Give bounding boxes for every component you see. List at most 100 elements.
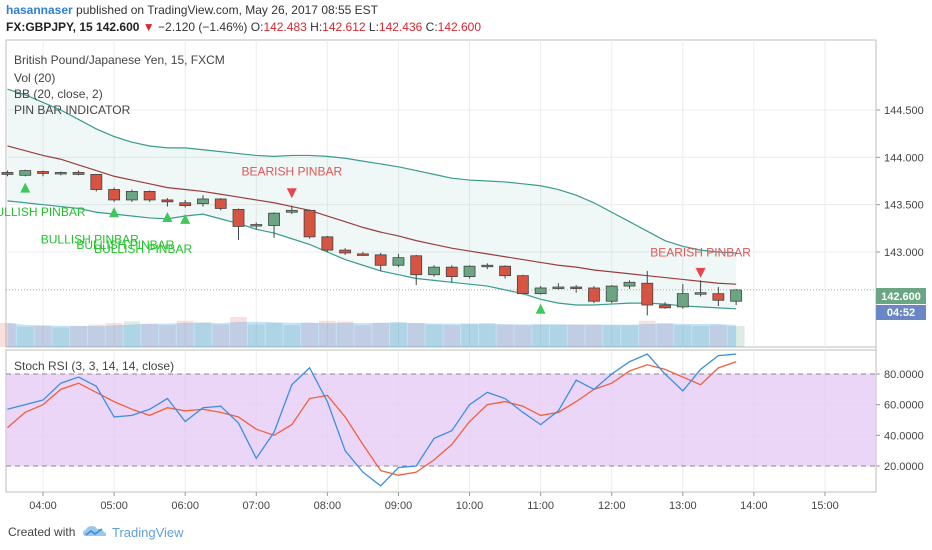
candle-body (125, 191, 138, 201)
price-tick-label: 143.000 (884, 247, 924, 259)
candle (197, 195, 209, 207)
volume-bar (727, 326, 745, 347)
tradingview-cloud-icon[interactable] (82, 523, 108, 541)
candle-body (516, 275, 529, 295)
candle (268, 212, 280, 238)
low-label: L: (368, 20, 379, 34)
legend-title[interactable]: British Pound/Japanese Yen, 15, FXCM (14, 53, 225, 67)
candle-body (712, 293, 725, 301)
volume-bar (301, 323, 318, 347)
stoch-tick-label: 80.0000 (884, 369, 924, 381)
volume-bar (532, 324, 550, 347)
candle (339, 248, 352, 255)
candle (463, 265, 476, 279)
candle-body (232, 208, 245, 227)
legend-pinbar[interactable]: PIN BAR INDICATOR (14, 103, 131, 117)
volume-bar (212, 324, 230, 347)
candle (356, 252, 369, 256)
symbol-info: FX:GBPJPY, 15 142.600 ▼ −2.120 (−1.46%) … (6, 20, 481, 34)
tradingview-brand[interactable]: TradingView (112, 525, 184, 540)
time-tick-label: 09:00 (385, 500, 413, 512)
time-tick-label: 11:00 (527, 500, 554, 512)
volume-bar (692, 326, 709, 347)
stoch-tick-label: 40.0000 (884, 430, 924, 442)
candle (730, 288, 743, 306)
volume-bar (354, 325, 372, 347)
bb-fill (7, 89, 737, 309)
price-badges: 142.600 04:52 (876, 288, 926, 320)
down-arrow-icon: ▼ (142, 20, 155, 34)
chart-legend: British Pound/Japanese Yen, 15, FXCM Vol… (14, 53, 225, 373)
candle-body (214, 198, 227, 209)
candle (214, 198, 227, 211)
candle-body (90, 173, 103, 190)
bb-basis-line (7, 145, 737, 285)
volume-bar (514, 325, 532, 347)
candle-body (641, 282, 654, 306)
candle (534, 286, 547, 295)
candle-body (250, 224, 263, 227)
author-name[interactable]: hasannaser (6, 3, 73, 17)
volume-bar (390, 322, 407, 347)
candle-body (694, 292, 707, 295)
bearish-pinbar-label: BEARISH PINBAR (650, 246, 751, 260)
legend-vol[interactable]: Vol (20) (14, 71, 55, 85)
price-tick-label: 144.500 (884, 105, 924, 117)
time-tick-label: 10:00 (456, 500, 484, 512)
candle-body (303, 209, 316, 238)
candles (1, 169, 876, 316)
bullish-pinbar-label: BULLISH PINBAR (94, 242, 192, 256)
candle-body (339, 249, 352, 254)
bb-lower-line (7, 200, 737, 310)
volume-bar (159, 325, 176, 347)
last-price: 142.600 (96, 20, 140, 34)
candle-body (534, 287, 547, 295)
bull-triangle-icon (180, 213, 191, 224)
candle-body (19, 170, 32, 176)
stoch-rsi (6, 353, 876, 487)
legend-stoch[interactable]: Stoch RSI (3, 3, 14, 14, close) (14, 359, 174, 373)
legend-bb[interactable]: BB (20, close, 2) (14, 87, 103, 101)
volume-bar (230, 317, 247, 347)
volume-bar (656, 323, 674, 347)
candle-body (356, 253, 369, 256)
time-axis[interactable]: 04:00 05:00 06:00 07:00 08:00 09:00 10:00 11:00… (29, 492, 839, 512)
candle (72, 170, 85, 176)
close-value: 142.600 (437, 20, 482, 34)
volume-bar (194, 322, 212, 347)
candle-body (268, 212, 280, 226)
chart-canvas[interactable]: BEARISH PINBAR BEARISH PINBAR BULLISH PINB… (0, 0, 932, 515)
candle-body (108, 189, 121, 201)
bull-triangle-icon (162, 211, 173, 222)
open-value: 142.483 (263, 20, 307, 34)
time-tick-label: 04:00 (29, 500, 57, 512)
volume-bar (621, 325, 638, 347)
volume-bar (70, 326, 87, 347)
candle (161, 198, 174, 207)
publish-text: published on TradingView.com, May 26, 20… (76, 3, 379, 17)
bull-triangle-icon (535, 303, 546, 314)
volume-bar (336, 321, 354, 347)
volume-bar (0, 323, 16, 347)
close-label: C: (425, 20, 438, 34)
candle (19, 169, 32, 177)
time-tick-label: 05:00 (100, 500, 128, 512)
price-tick-label: 143.500 (884, 200, 924, 212)
volume-bar (425, 324, 443, 347)
time-tick-label: 08:00 (314, 500, 342, 512)
price-axis[interactable]: 144.500 144.000 143.500 143.000 80.0000 60.00… (876, 105, 924, 473)
volume-bar (550, 324, 567, 347)
candle-body (72, 172, 85, 175)
volume-bar (443, 325, 461, 347)
stoch-tick-label: 60.0000 (884, 400, 924, 412)
bull-triangle-icon (20, 182, 31, 193)
candle-body (605, 285, 618, 302)
candle-body (410, 255, 423, 276)
volume-bar (34, 326, 52, 347)
candle-body (623, 281, 636, 287)
volume-bar (496, 324, 514, 347)
candle-body (570, 286, 583, 289)
volume-bar (585, 324, 603, 347)
volume-bar (372, 323, 390, 347)
candle-body (392, 257, 405, 266)
